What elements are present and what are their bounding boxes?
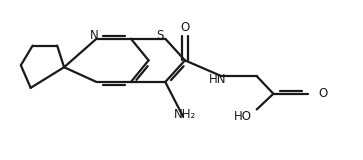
Text: S: S (157, 29, 164, 42)
Text: HN: HN (209, 73, 226, 86)
Text: HO: HO (234, 110, 252, 123)
Text: N: N (90, 29, 99, 42)
Text: NH₂: NH₂ (174, 108, 196, 121)
Text: O: O (319, 87, 328, 100)
Text: O: O (180, 21, 189, 34)
